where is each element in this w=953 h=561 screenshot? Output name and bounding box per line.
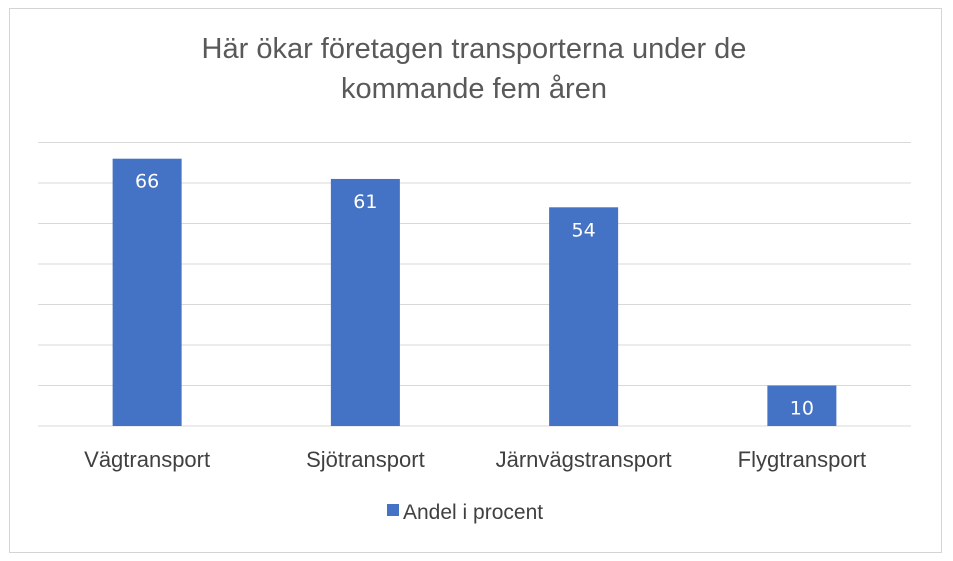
legend-swatch	[387, 504, 399, 516]
category-axis-labels: Vägtransport Sjötransport Järnvägstranspor…	[84, 447, 866, 472]
data-label: 61	[353, 191, 377, 213]
chart-title-line-1: Här ökar företagen transporterna under d…	[202, 33, 747, 65]
bar	[767, 385, 837, 426]
data-labels: 66 61 54 10	[135, 171, 814, 420]
data-label: 10	[790, 398, 814, 420]
legend-label: Andel i procent	[403, 501, 543, 524]
data-label: 54	[572, 219, 596, 241]
legend: Andel i procent	[387, 501, 543, 524]
bar	[112, 158, 182, 426]
gridlines	[38, 142, 911, 427]
category-label: Järnvägstransport	[496, 447, 672, 472]
category-label: Sjötransport	[306, 447, 425, 472]
category-label: Vägtransport	[84, 447, 210, 472]
bar	[330, 178, 400, 426]
category-label: Flygtransport	[738, 447, 866, 472]
chart-title-line-2: kommande fem åren	[341, 73, 607, 105]
data-label: 66	[135, 171, 159, 193]
bars	[112, 158, 837, 426]
bar	[549, 207, 619, 426]
